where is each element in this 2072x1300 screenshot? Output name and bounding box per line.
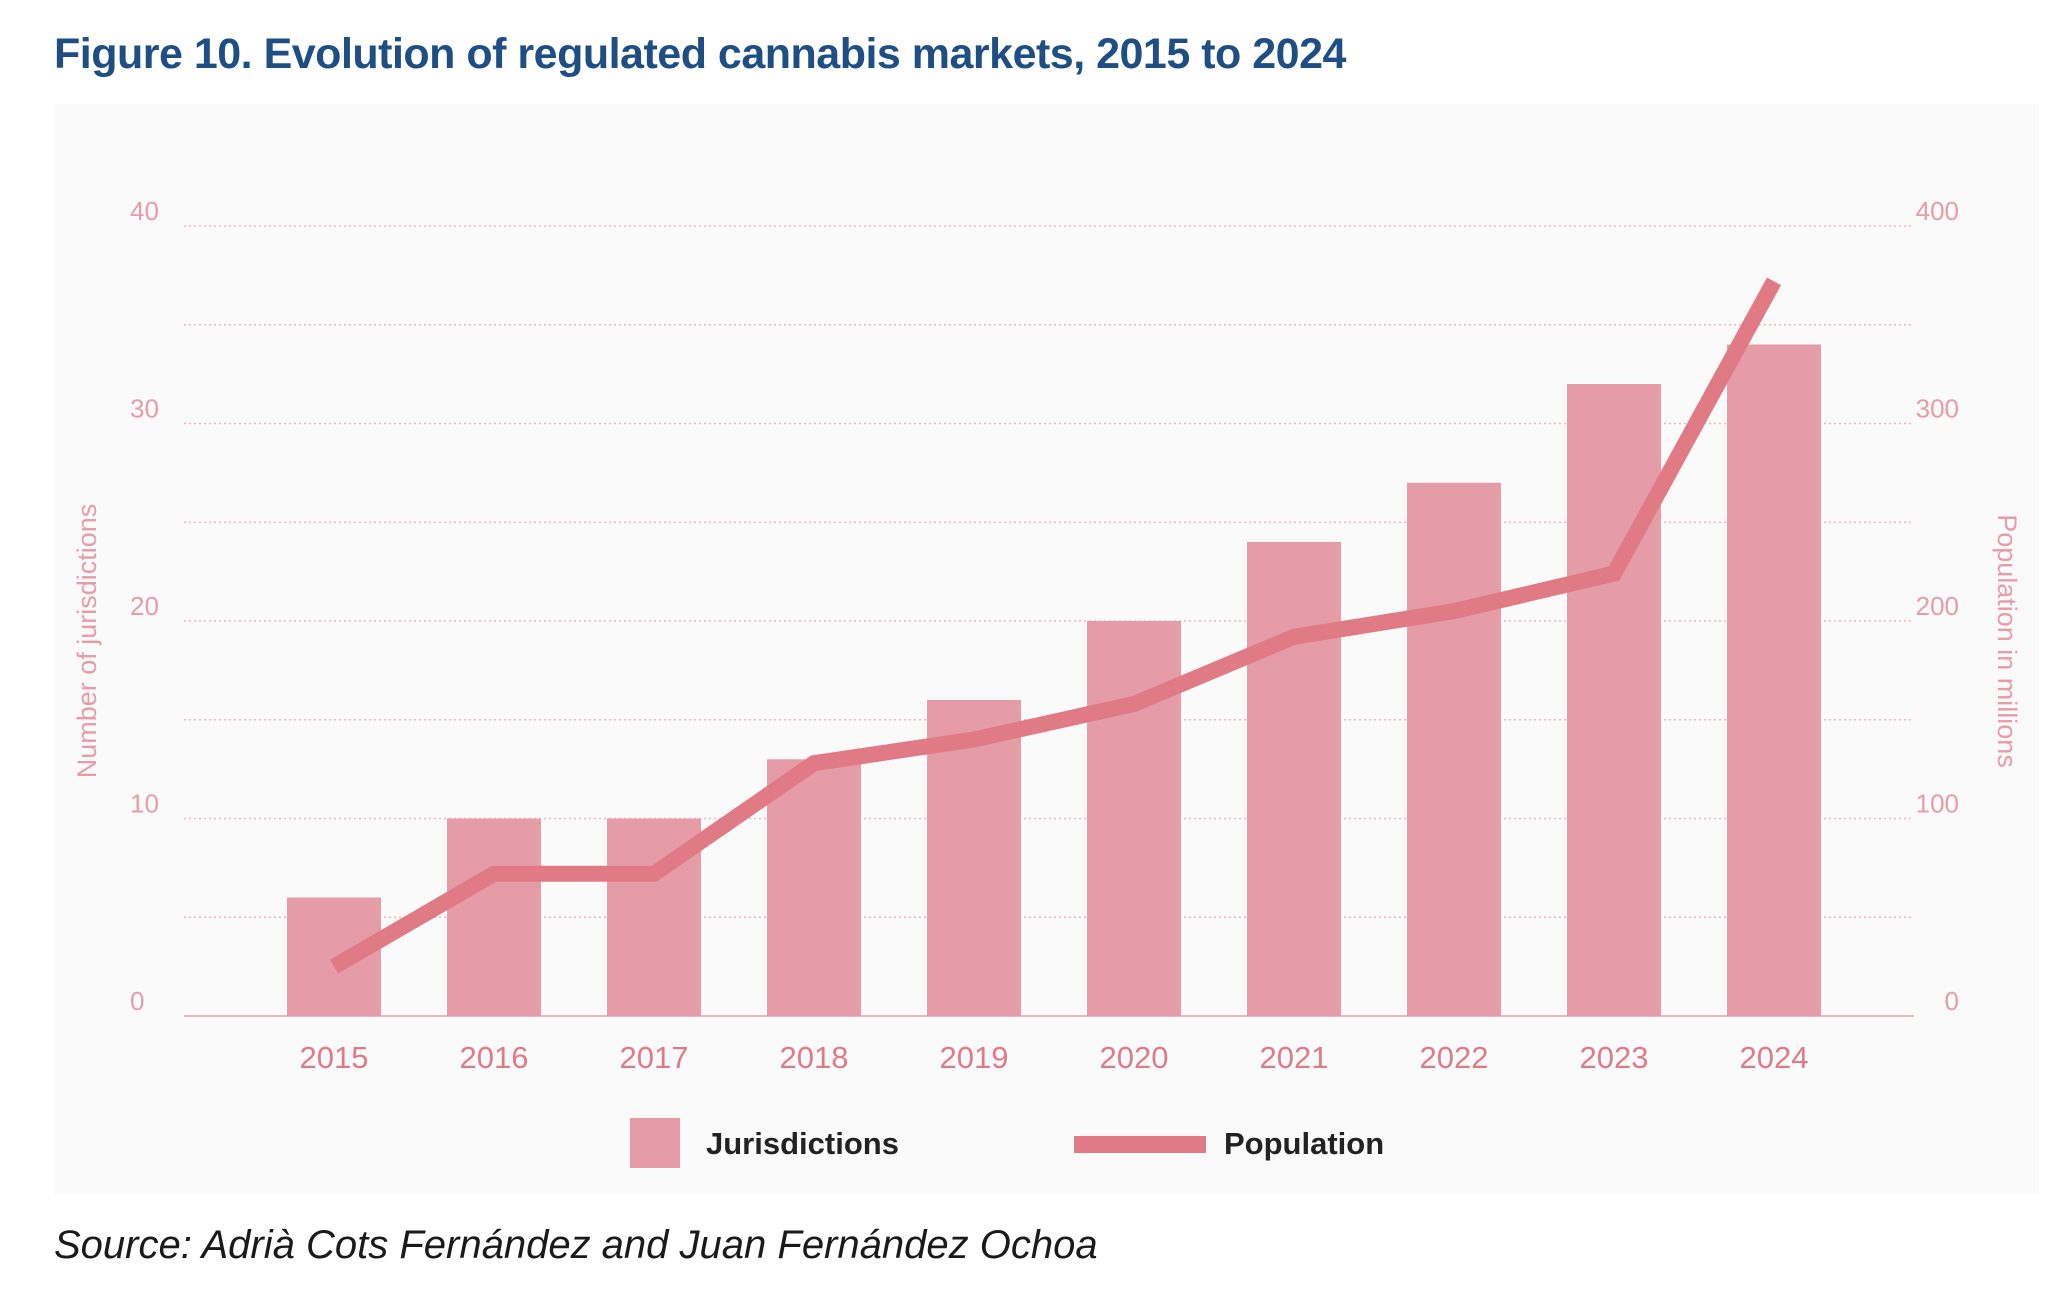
figure-title-text: Evolution of regulated cannabis markets,…: [263, 30, 1347, 78]
y-right-axis-title: Population in millions: [1992, 514, 2022, 768]
x-tick-label-2016: 2016: [460, 1040, 529, 1075]
x-tick-label-2022: 2022: [1420, 1040, 1489, 1075]
bar-jurisdictions-2021: [1247, 542, 1341, 1016]
population-line-group: [329, 277, 1782, 974]
x-tick-label-2020: 2020: [1100, 1040, 1169, 1075]
x-tick-label-2018: 2018: [780, 1040, 849, 1075]
bars: [287, 344, 1821, 1016]
chart-panel: 0 10 20 30 40 0 100 200 300 400 Number of jurisdic…: [54, 104, 2039, 1194]
source-note: Source: Adrià Cots Fernández and Juan Fe…: [54, 1223, 1098, 1267]
population-line: [329, 277, 1782, 974]
legend-swatch-jurisdictions: [630, 1118, 680, 1168]
y-left-tick-label: 40: [130, 196, 159, 226]
bar-jurisdictions-2019: [927, 700, 1021, 1016]
figure-number: Figure 10.: [54, 30, 253, 78]
y-right-tick-label: 100: [1916, 789, 1959, 819]
legend-label-jurisdictions: Jurisdictions: [706, 1126, 899, 1161]
figure-title: Figure 10. Evolution of regulated cannab…: [54, 28, 1346, 80]
y-left-tick-label: 30: [130, 394, 159, 424]
y-left-axis-title: Number of jurisdictions: [72, 504, 102, 779]
y-left-tick-label: 0: [130, 986, 144, 1016]
legend-label-population: Population: [1224, 1126, 1384, 1161]
bar-jurisdictions-2024: [1727, 344, 1821, 1016]
legend-swatch-population: [1074, 1136, 1206, 1153]
bar-jurisdictions-2023: [1567, 384, 1661, 1016]
bar-jurisdictions-2018: [767, 759, 861, 1016]
x-tick-label-2021: 2021: [1260, 1040, 1329, 1075]
y-left-tick-label: 10: [130, 789, 159, 819]
bar-jurisdictions-2020: [1087, 621, 1181, 1016]
y-right-tick-label: 300: [1916, 394, 1959, 424]
x-tick-label-2024: 2024: [1740, 1040, 1809, 1075]
y-right-tick-label: 400: [1916, 196, 1959, 226]
bar-jurisdictions-2016: [447, 818, 541, 1016]
y-right-tick-label: 200: [1916, 591, 1959, 621]
legend: Jurisdictions Population: [630, 1118, 1384, 1168]
y-right-tick-label: 0: [1945, 986, 1959, 1016]
x-tick-label-2023: 2023: [1580, 1040, 1649, 1075]
x-tick-label-2019: 2019: [940, 1040, 1009, 1075]
bar-jurisdictions-2022: [1407, 482, 1501, 1016]
x-tick-label-2015: 2015: [300, 1040, 369, 1075]
y-left-tick-label: 20: [130, 591, 159, 621]
x-tick-label-2017: 2017: [620, 1040, 689, 1075]
